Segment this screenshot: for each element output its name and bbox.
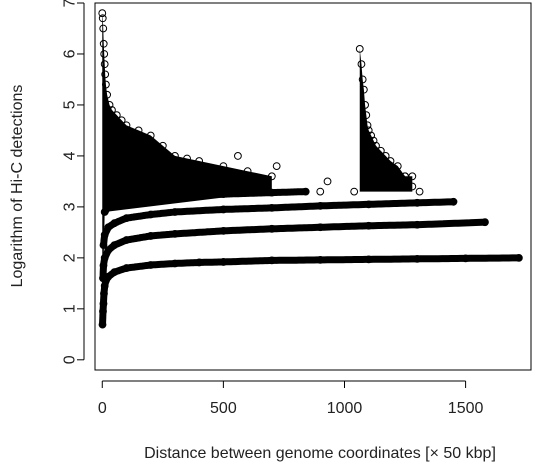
x-tick-label: 0 [98,400,107,417]
x-axis-title: Distance between genome coordinates [× 5… [144,445,496,462]
data-points [98,9,523,329]
axes: 0 500 1000 1500 0 1 2 3 4 5 6 7 [62,0,532,417]
spike-cluster [359,48,413,192]
x-tick-label: 1000 [327,400,363,417]
point-band [99,254,523,329]
y-tick-label: 0 [62,355,79,364]
data-point [272,162,281,171]
y-axis-title: Logarithm of Hi-C detections [9,85,26,288]
series-0 [98,253,523,329]
x-tick-label: 500 [210,400,237,417]
y-tick-label: 6 [62,49,79,58]
y-tick-label: 1 [62,304,79,313]
series-1 [99,218,489,283]
y-tick-label: 5 [62,100,79,109]
data-point [350,187,359,196]
point-band [100,198,457,249]
y-tick-label: 4 [62,151,79,160]
plot-frame [94,2,532,371]
data-point [415,187,424,196]
y-tick-label: 2 [62,253,79,262]
cloud-body [102,13,272,325]
x-tick-label: 1500 [448,400,484,417]
y-tick-label: 3 [62,202,79,211]
data-point [323,177,332,186]
data-point [234,152,242,160]
dense-point-cloud [102,13,413,325]
point-band [99,218,489,282]
y-tick-label: 7 [62,0,79,7]
data-point [316,187,325,196]
